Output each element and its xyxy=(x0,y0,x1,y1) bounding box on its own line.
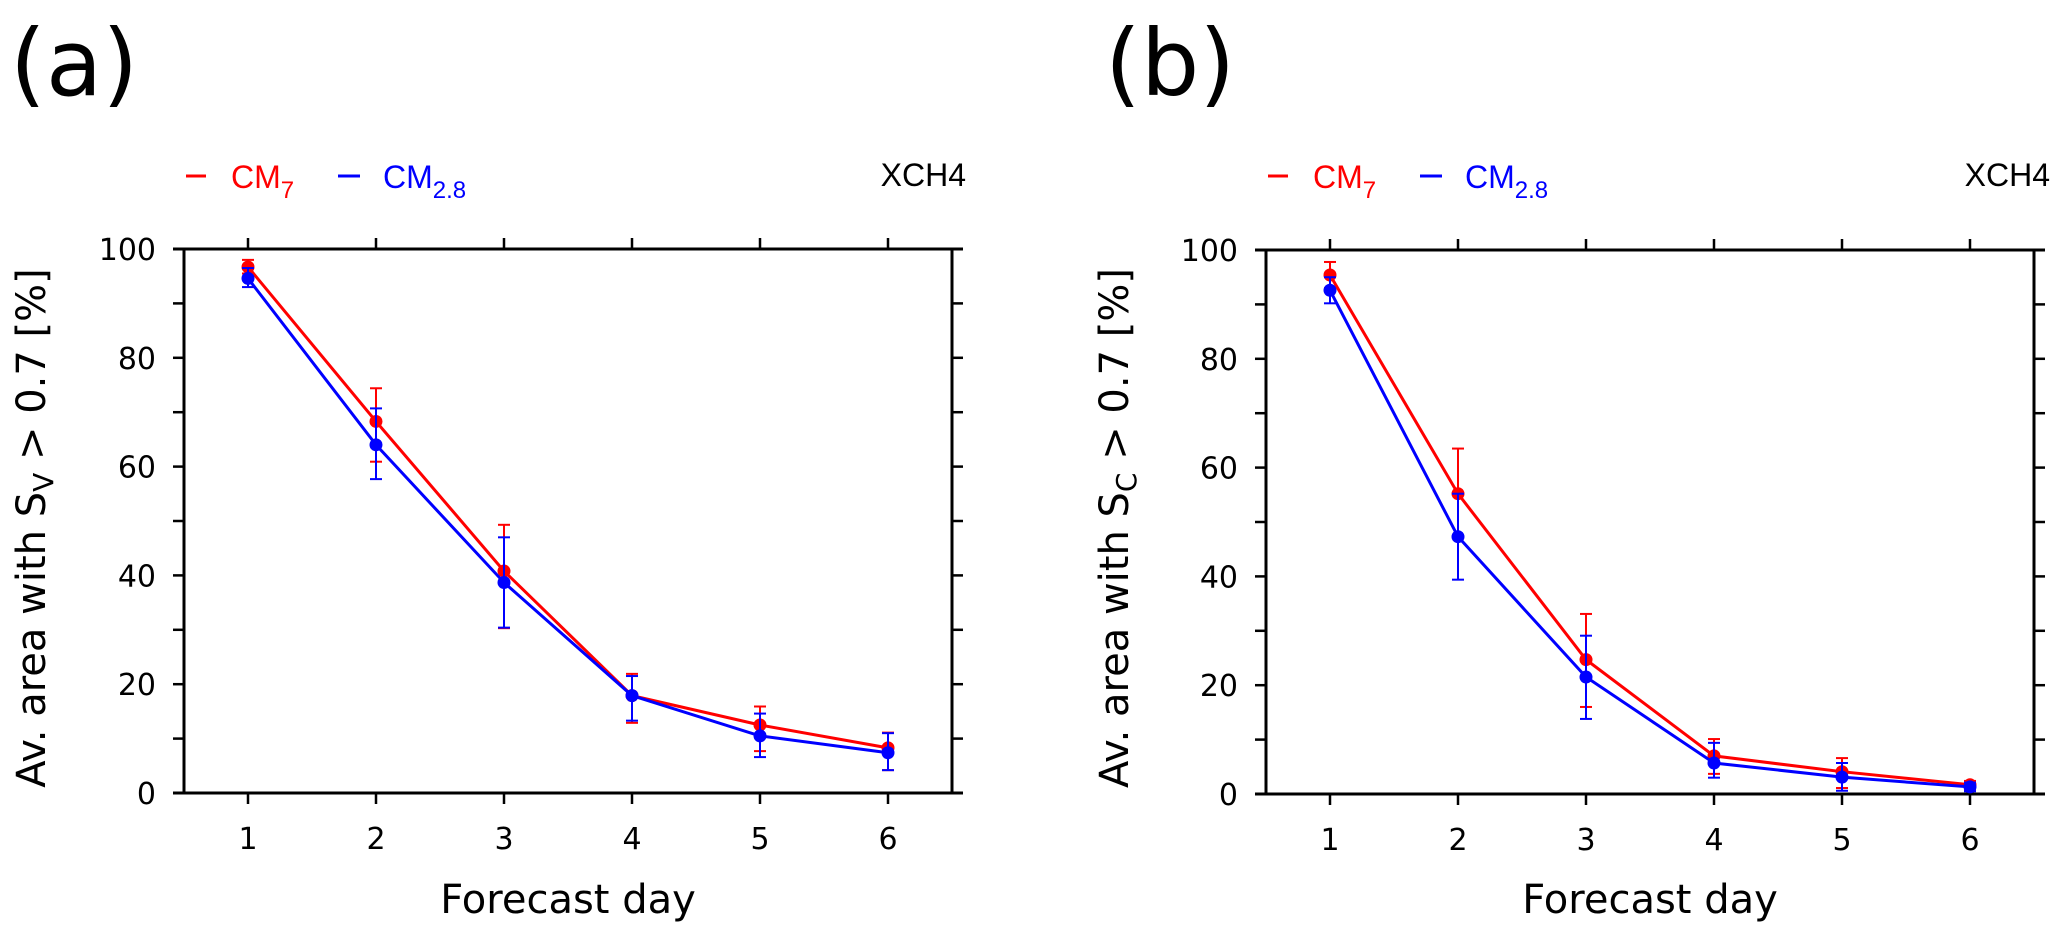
series-cm7 xyxy=(241,258,895,772)
y-tick-label: 20 xyxy=(1200,669,1238,704)
y-tick-label: 60 xyxy=(1200,452,1238,487)
data-point xyxy=(1579,670,1593,684)
x-tick-label: 2 xyxy=(366,822,385,857)
y-axis-title: Av. area with SV > 0.7 [%] xyxy=(9,268,60,788)
legend: CM7 CM2.8 xyxy=(1268,159,1548,204)
y-axis-title: Av. area with SC > 0.7 [%] xyxy=(1092,268,1143,788)
panel-a: (a) CM7 CM2.8 XCH4 Av. area with SV > 0.… xyxy=(9,10,966,923)
series-cm28 xyxy=(1323,276,1977,794)
x-tick-label: 2 xyxy=(1448,823,1467,858)
x-tick-label: 6 xyxy=(1960,823,1979,858)
panel-label: (a) xyxy=(10,10,138,117)
y-tick-label: 40 xyxy=(118,559,156,594)
data-point xyxy=(1451,530,1465,544)
y-tick-label: 80 xyxy=(118,342,156,377)
series-cm28 xyxy=(241,267,895,772)
panel-label: (b) xyxy=(1105,10,1235,117)
y-tick-label: 40 xyxy=(1200,560,1238,595)
data-point xyxy=(1835,770,1849,784)
x-tick-label: 6 xyxy=(878,822,897,857)
species-label: XCH4 xyxy=(881,157,966,193)
data-point xyxy=(881,746,895,760)
plot-marks xyxy=(1323,260,1977,794)
y-tick-label: 80 xyxy=(1200,343,1238,378)
y-tick-label: 100 xyxy=(1181,234,1238,269)
y-tick-label: 0 xyxy=(137,777,156,812)
legend-label-cm28: CM2.8 xyxy=(1465,159,1548,204)
data-point xyxy=(241,271,255,285)
legend: CM7 CM2.8 xyxy=(186,159,466,204)
data-point xyxy=(497,575,511,589)
x-tick-label: 3 xyxy=(494,822,513,857)
data-point xyxy=(1963,780,1977,794)
series-line xyxy=(1328,289,1971,789)
plot-marks xyxy=(241,258,895,772)
x-tick-label: 4 xyxy=(622,822,641,857)
legend-label-cm7: CM7 xyxy=(231,159,294,204)
y-tick-label: 100 xyxy=(99,233,156,268)
axes: 0 20 40 60 80 100 1 2 3 4 5 6 xyxy=(99,233,963,857)
y-tick-label: 60 xyxy=(118,451,156,486)
legend-label-cm28: CM2.8 xyxy=(383,159,466,204)
data-point xyxy=(241,260,255,274)
x-tick-label: 1 xyxy=(1320,823,1339,858)
species-label: XCH4 xyxy=(1965,157,2050,193)
series-cm7 xyxy=(1323,260,1977,792)
series-line xyxy=(1328,274,1971,787)
x-axis-title: Forecast day xyxy=(1522,877,1778,923)
series-line xyxy=(246,265,889,750)
data-point xyxy=(1323,268,1337,282)
x-axis-title: Forecast day xyxy=(440,877,696,923)
data-point xyxy=(753,729,767,743)
data-point xyxy=(369,438,383,452)
data-point xyxy=(1323,283,1337,297)
data-point xyxy=(625,689,639,703)
axes: 0 20 40 60 80 100 1 2 3 4 5 6 xyxy=(1181,234,2045,858)
y-tick-label: 20 xyxy=(118,668,156,703)
legend-label-cm7: CM7 xyxy=(1313,159,1376,204)
series-line xyxy=(246,277,889,755)
x-tick-label: 4 xyxy=(1704,823,1723,858)
y-tick-label: 0 xyxy=(1219,778,1238,813)
x-tick-label: 1 xyxy=(238,822,257,857)
panel-b: (b) CM7 CM2.8 XCH4 Av. area with SC > 0.… xyxy=(1092,10,2050,923)
data-point xyxy=(1707,756,1721,770)
x-tick-label: 5 xyxy=(750,822,769,857)
x-tick-label: 5 xyxy=(1832,823,1851,858)
x-tick-label: 3 xyxy=(1576,823,1595,858)
